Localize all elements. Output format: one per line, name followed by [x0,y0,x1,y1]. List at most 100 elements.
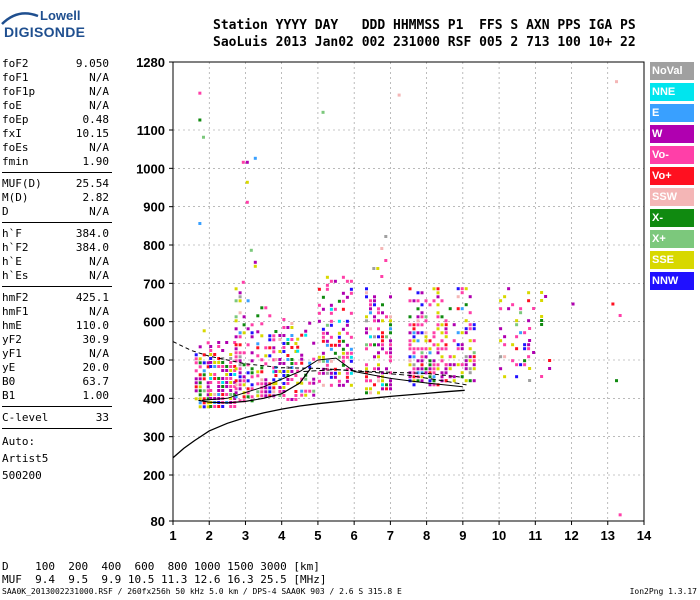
echo-point [253,156,257,160]
echo-point [202,397,206,401]
echo-point [290,362,294,365]
echo-point [241,280,245,284]
echo-point [325,283,329,287]
echo-point [420,323,424,327]
echo-point [389,347,392,351]
echo-point [436,315,440,319]
echo-point [337,339,341,343]
echo-point [384,235,388,238]
echo-point [408,331,412,335]
echo-point [260,366,264,370]
echo-point [472,327,476,331]
echo-point [268,394,272,398]
echo-point [198,405,202,409]
echo-point [206,365,210,369]
echo-point [460,291,464,295]
param-row: M(D) 2.82 [2,191,109,205]
echo-point [268,334,272,338]
echo-point [408,339,412,343]
echo-point [290,370,294,373]
echo-point [246,391,250,395]
echo-point [198,118,202,122]
echo-point [345,343,349,347]
echo-point [384,259,388,262]
param-value: 425.1 [75,291,109,304]
echo-point [264,362,268,366]
echo-point [436,363,440,367]
echo-point [365,295,368,299]
echo-point [286,342,290,345]
echo-point [234,391,238,395]
echo-point [242,331,246,335]
param-name: foF1p [2,85,36,98]
echo-point [233,369,237,372]
y-tick-label: 900 [143,200,165,215]
echo-point [229,389,233,392]
echo-point [377,363,380,367]
o-trace-line [198,368,312,404]
echo-point [420,351,424,355]
echo-point [329,303,333,307]
echo-point [246,395,250,399]
echo-point [198,91,202,95]
echo-point [253,264,257,268]
echo-point [432,375,436,379]
echo-point [321,355,325,359]
echo-point [217,381,221,384]
echo-point [412,379,416,383]
echo-point [424,335,428,339]
echo-point [209,357,213,360]
echo-point [282,318,286,321]
echo-point [229,365,233,368]
echo-point [229,381,233,384]
echo-point [300,333,304,337]
param-row: fmin 1.90 [2,155,109,169]
param-name: fxI [2,127,22,140]
x-tick-label: 2 [206,528,213,543]
x-tick-label: 8 [423,528,430,543]
dashed-trace-line [303,369,467,386]
param-row: yF1 N/A [2,347,109,361]
echo-point [294,398,298,401]
echo-point [460,307,464,311]
echo-point [456,363,460,367]
echo-point [272,366,276,370]
electron-density-profile-line [172,389,465,459]
echo-point [349,279,353,283]
echo-point [264,354,268,358]
echo-point [528,327,532,330]
echo-point [198,377,202,381]
echo-point [444,331,448,335]
echo-point [385,367,388,371]
x-tick-label: 14 [637,528,652,543]
echo-point [264,386,268,390]
echo-point [345,355,349,359]
param-value: 10.15 [75,127,109,140]
echo-point [472,379,476,383]
echo-point [420,363,424,367]
echo-point [373,343,376,347]
echo-point [381,331,384,335]
echo-point [468,347,472,351]
echo-point [294,342,298,345]
echo-point [268,314,272,318]
echo-point [233,405,237,408]
legend-entry-e: E [650,104,694,122]
echo-point [242,323,246,327]
echo-point [408,287,412,291]
echo-point [268,338,272,342]
echo-point [420,379,424,383]
echo-point [221,369,225,372]
echo-point [202,361,206,365]
echo-point [198,373,202,377]
echo-point [198,361,202,365]
legend-entry-nne: NNE [650,83,694,101]
echo-point [507,307,511,311]
echo-point [278,386,282,389]
param-value: 20.0 [82,361,110,374]
echo-point [436,311,440,315]
echo-point [245,180,249,184]
echo-point [238,291,242,295]
file-info-footer: SAA0K_2013002231000.RSF / 260fx256h 50 k… [2,587,402,596]
echo-point [260,378,264,382]
